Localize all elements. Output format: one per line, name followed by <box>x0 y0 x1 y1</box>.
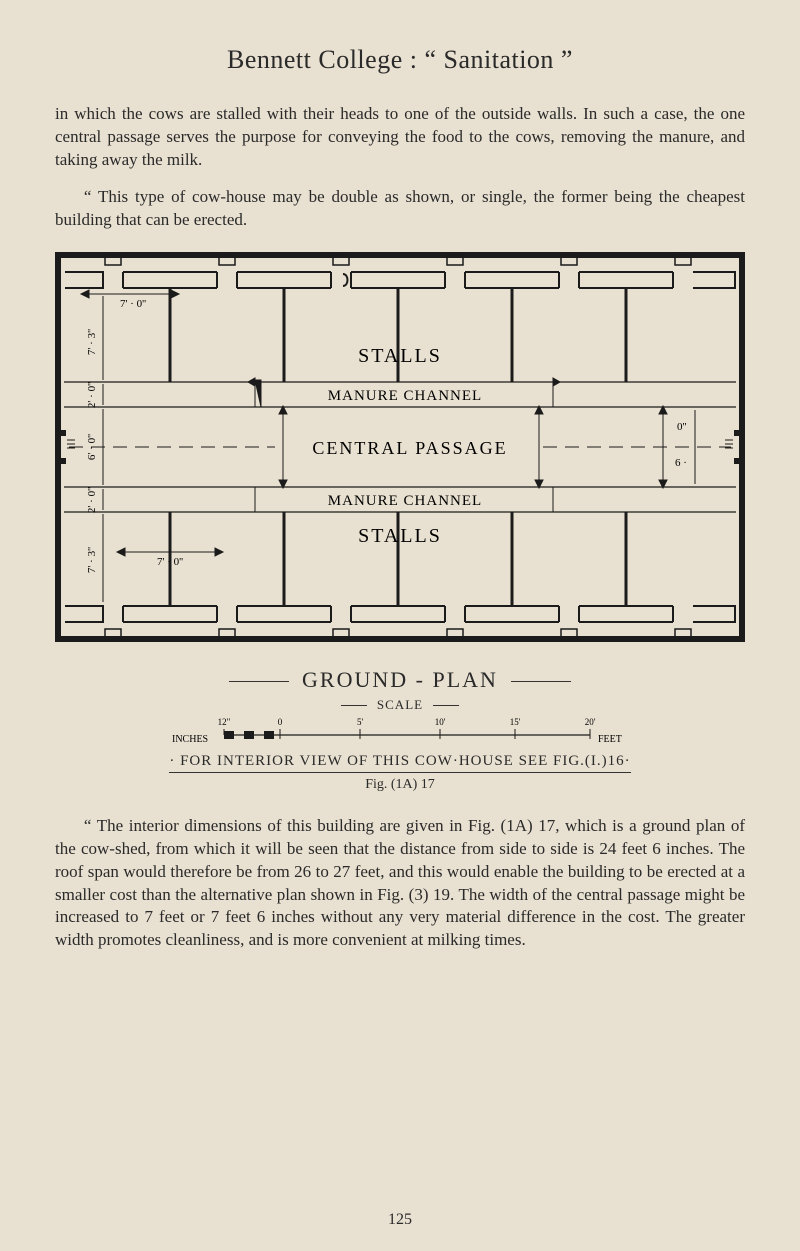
stalls-lower-label: STALLS <box>358 525 442 547</box>
svg-text:20': 20' <box>585 717 596 727</box>
stalls-upper-label: STALLS <box>358 345 442 367</box>
page-number: 125 <box>0 1211 800 1229</box>
svg-text:0: 0 <box>278 717 283 727</box>
fig-label: Fig. (1A) 17 <box>55 777 745 793</box>
dim-7-0-lower: 7' · 0'' <box>157 556 183 568</box>
paragraph-2: “ This type of cow-house may be double a… <box>55 186 745 232</box>
scale-bar: INCHES FEET 12" 0 5' 10' 15' <box>55 715 745 748</box>
svg-text:12": 12" <box>218 717 231 727</box>
page-title: Bennett College : “ Sanitation ” <box>55 45 745 75</box>
ground-plan-diagram: STALLS STALLS MANURE CHANNEL MANURE CHAN… <box>55 252 745 647</box>
dim-7-3-upper: 7' · 3'' <box>86 329 98 355</box>
caption-block: GROUND - PLAN SCALE INCHES FEET <box>55 667 745 793</box>
dim-2-0-a: 2' · 0'' <box>86 382 98 408</box>
scale-label: SCALE <box>377 697 423 712</box>
central-passage-label: CENTRAL PASSAGE <box>312 438 507 458</box>
dim-right-0: 0'' <box>677 421 686 433</box>
dim-6-0: 6' · 0'' <box>86 434 98 460</box>
dim-right-6: 6 · <box>675 457 687 469</box>
caption-sub: · FOR INTERIOR VIEW OF THIS COW·HOUSE SE… <box>169 753 630 773</box>
manure-lower-label: MANURE CHANNEL <box>328 493 482 509</box>
para2-lead: “ This <box>84 187 128 206</box>
paragraph-1: in which the cows are stalled with their… <box>55 103 745 172</box>
svg-text:5': 5' <box>357 717 364 727</box>
svg-text:10': 10' <box>435 717 446 727</box>
paragraph-3: “ The interior dimensions of this buildi… <box>55 815 745 953</box>
svg-text:INCHES: INCHES <box>172 734 208 745</box>
dim-7-0-upper: 7' · 0'' <box>120 298 146 310</box>
manure-upper-label: MANURE CHANNEL <box>328 388 482 404</box>
para2-rest: type of cow-house may be double as shown… <box>55 187 745 229</box>
svg-text:FEET: FEET <box>598 734 622 745</box>
svg-text:15': 15' <box>510 717 521 727</box>
dim-7-3-lower: 7' · 3'' <box>86 547 98 573</box>
dim-2-0-b: 2' · 0'' <box>86 487 98 513</box>
caption-title: GROUND - PLAN <box>302 667 498 692</box>
